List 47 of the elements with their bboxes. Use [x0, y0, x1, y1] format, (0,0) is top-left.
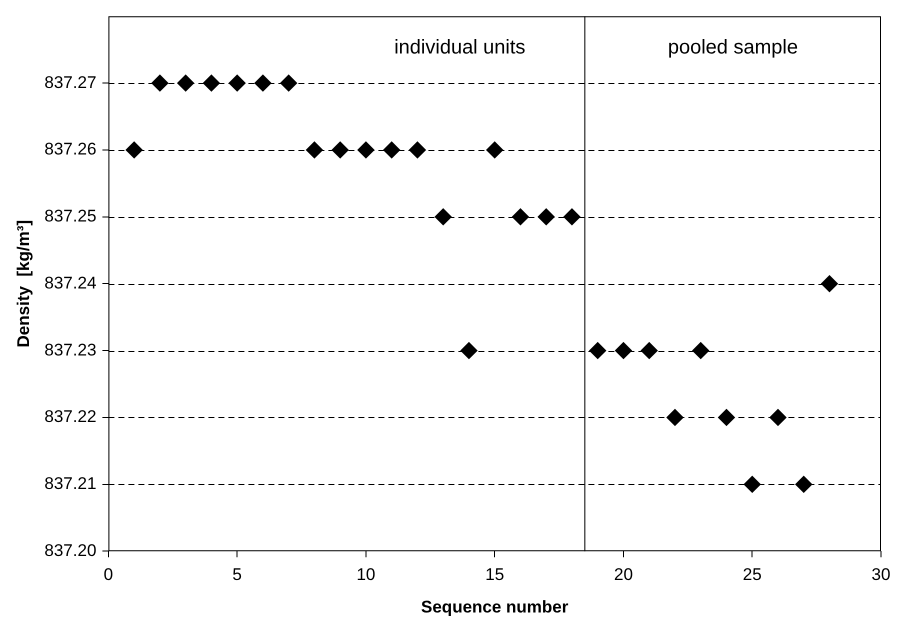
y-tick-label: 837.21 — [44, 474, 96, 494]
point — [563, 208, 580, 226]
y-tick-label: 837.23 — [44, 340, 96, 360]
point — [744, 476, 761, 493]
point — [769, 408, 786, 426]
y-tick-label: 837.20 — [44, 540, 96, 560]
point — [177, 74, 194, 92]
y-tick-label: 837.27 — [44, 72, 96, 92]
point — [538, 208, 555, 226]
point — [306, 141, 323, 158]
y-axis-title: Density [kg/m³] — [14, 220, 33, 348]
point — [434, 208, 452, 226]
point — [614, 342, 632, 360]
point — [383, 141, 400, 158]
point — [254, 74, 272, 92]
point — [202, 74, 220, 92]
x-tick-label: 15 — [485, 565, 504, 584]
y-tick-label: 837.25 — [44, 206, 96, 226]
point — [151, 74, 168, 92]
x-axis-title: Sequence number — [421, 597, 569, 616]
point — [357, 141, 374, 158]
point — [512, 208, 529, 226]
point — [332, 141, 349, 158]
x-tick-label: 25 — [742, 565, 762, 584]
point — [126, 141, 143, 158]
point — [589, 342, 606, 360]
x-tick-label: 5 — [232, 565, 242, 584]
x-tick-label: 30 — [872, 565, 890, 584]
point — [486, 141, 504, 158]
point — [228, 74, 246, 92]
point — [408, 141, 426, 158]
annotation: individual units — [394, 36, 526, 59]
point — [692, 342, 710, 360]
point — [280, 74, 298, 92]
x-tick-label: 0 — [104, 565, 114, 584]
y-tick-label: 837.24 — [44, 273, 96, 292]
annotation: pooled sample — [668, 36, 798, 59]
point — [640, 342, 658, 360]
x-tick-label: 10 — [356, 565, 376, 584]
point — [460, 342, 478, 360]
point — [795, 476, 812, 493]
point — [718, 408, 735, 426]
x-tick-label: 20 — [614, 565, 633, 584]
y-tick-label: 837.22 — [44, 407, 96, 426]
point — [666, 408, 684, 426]
point — [820, 275, 838, 292]
y-tick-label: 837.26 — [44, 140, 96, 159]
